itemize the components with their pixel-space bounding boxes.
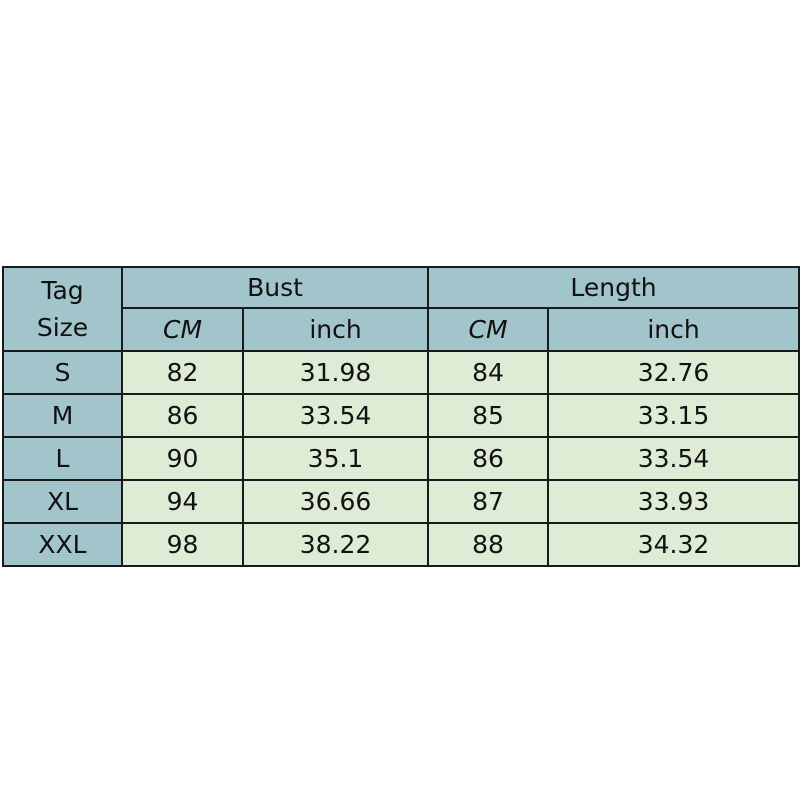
bust-cm-cell: 90 [121,436,244,481]
bust-cm-cell: 98 [121,522,244,567]
bust-cm-header: CM [121,307,244,352]
length-header: Length [427,266,800,309]
size-cell: XL [2,479,123,524]
length-inch-cell: 34.32 [547,522,800,567]
length-cm-cell: 88 [427,522,550,567]
table-row: S 82 31.98 84 32.76 [2,350,800,395]
size-cell: XXL [2,522,123,567]
bust-header: Bust [120,266,430,309]
bust-inch-cell: 38.22 [241,522,430,567]
length-inch-cell: 33.54 [547,436,800,481]
length-inch-cell: 32.76 [547,350,800,395]
size-chart-table: Tag Size Bust Length CM inch CM inch S 82 3… [2,266,800,567]
length-inch-header: inch [547,307,800,352]
bust-inch-cell: 31.98 [241,350,430,395]
table-row: XXL 98 38.22 88 34.32 [2,522,800,567]
bust-inch-header: inch [241,307,430,352]
size-cell: M [2,393,123,438]
table-row: L 90 35.1 86 33.54 [2,436,800,481]
bust-cm-cell: 94 [121,479,244,524]
length-inch-cell: 33.15 [547,393,800,438]
length-inch-cell: 33.93 [547,479,800,524]
tag-label: Tag [41,276,84,305]
bust-cm-cell: 82 [121,350,244,395]
length-cm-header: CM [427,307,550,352]
length-cm-cell: 86 [427,436,550,481]
size-cell: L [2,436,123,481]
bust-inch-cell: 36.66 [241,479,430,524]
length-cm-cell: 85 [427,393,550,438]
bust-inch-cell: 33.54 [241,393,430,438]
tag-size-header: Tag Size [2,266,123,352]
length-cm-cell: 87 [427,479,550,524]
size-label: Size [36,313,89,342]
size-cell: S [2,350,123,395]
table-row: M 86 33.54 85 33.15 [2,393,800,438]
bust-inch-cell: 35.1 [241,436,430,481]
table-row: XL 94 36.66 87 33.93 [2,479,800,524]
length-cm-cell: 84 [427,350,550,395]
bust-cm-cell: 86 [121,393,244,438]
